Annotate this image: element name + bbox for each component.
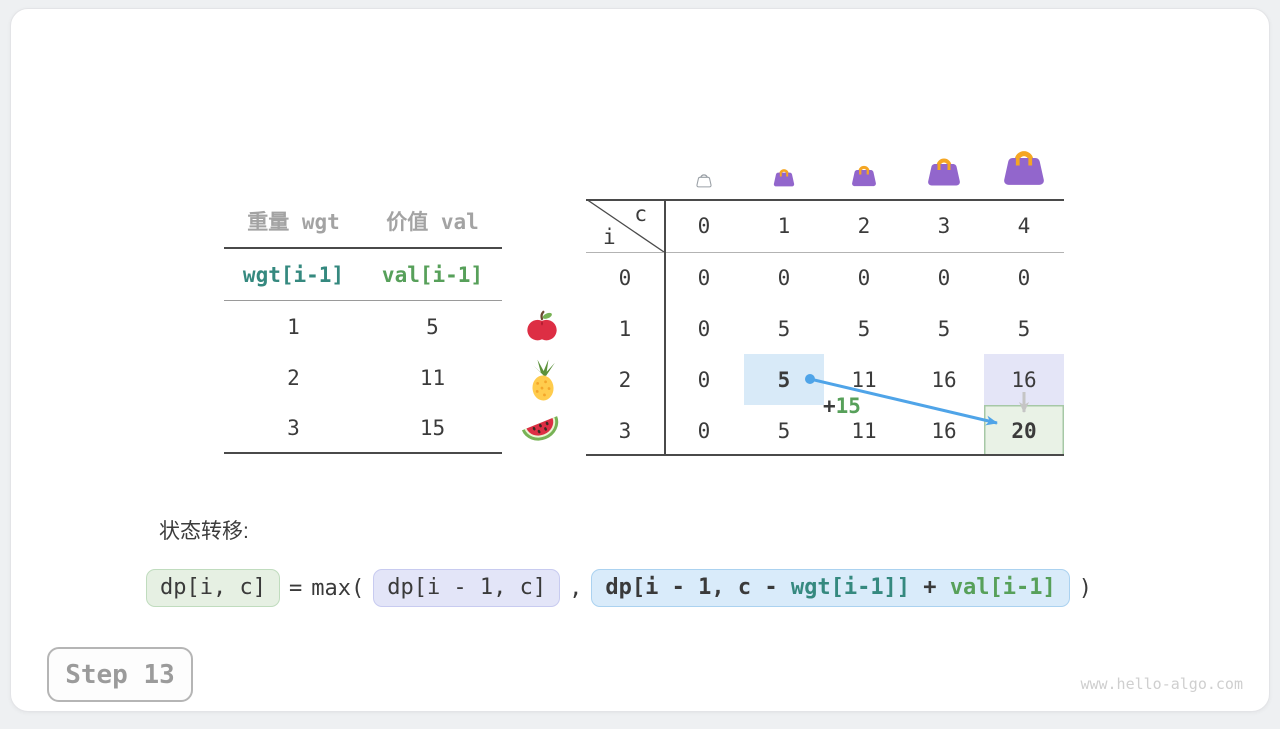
bag-small-icon [773, 169, 795, 187]
dp-cell-3-1: 5 [777, 418, 791, 443]
dp-col-header: 4 [1017, 213, 1031, 238]
max-open-token: max( [311, 575, 365, 601]
comma-token: , [569, 575, 583, 601]
step-badge: Step 13 [47, 647, 193, 702]
dp-col-header: 1 [777, 213, 791, 238]
items-table: 重量 wgt 价值 val wgt[i-1] val[i-1] 1 5 2 11… [224, 195, 502, 454]
item-value: 5 [426, 314, 439, 339]
dp-row-header: 2 [618, 367, 632, 392]
dp-cell-3-4-result-highlight: 20 [984, 405, 1064, 456]
corner-diagonal-line [586, 199, 664, 252]
dp-cell-0-0: 0 [697, 265, 711, 290]
item-row-pineapple: 2 11 [224, 352, 502, 403]
dp-row-header: 3 [618, 418, 632, 443]
dp-cell-1-2: 5 [857, 316, 871, 341]
dp-cell-0-4: 0 [1017, 265, 1031, 290]
item-row-apple: 1 5 [224, 301, 502, 352]
items-table-header-row: 重量 wgt 价值 val [224, 195, 502, 249]
dp-cell-2-3: 16 [931, 367, 957, 392]
take-prefix: dp[i - 1, c - [605, 575, 791, 600]
dp-table-bottom-rule [586, 454, 1064, 456]
dp-col-header: 0 [697, 213, 711, 238]
dp-table: c i 0 1 2 3 4 0 0 0 0 0 0 1 0 5 5 5 5 2 … [586, 199, 1064, 456]
dp-cell-1-1: 5 [777, 316, 791, 341]
formula-lhs-pill: dp[i, c] [146, 569, 280, 607]
dp-cell-1-0: 0 [697, 316, 711, 341]
dp-table-vertical-rule [664, 199, 666, 456]
dp-corner-cell: c i [586, 199, 664, 252]
dp-cell-0-3: 0 [937, 265, 951, 290]
dp-row-header: 0 [618, 265, 632, 290]
dp-cell-1-3: 5 [937, 316, 951, 341]
capacity-variable-label: c [634, 202, 647, 226]
close-paren-token: ) [1078, 575, 1093, 601]
dp-cell-0-2: 0 [857, 265, 871, 290]
bag-large-icon [928, 158, 960, 186]
formula-keep-option-pill: dp[i - 1, c] [373, 569, 561, 607]
added-value: 15 [835, 394, 861, 418]
apple-icon [527, 310, 557, 341]
dp-cell-0-1: 0 [777, 265, 791, 290]
item-row-watermelon: 3 15 [224, 403, 502, 454]
figure-card: 重量 wgt 价值 val wgt[i-1] val[i-1] 1 5 2 11… [10, 8, 1270, 712]
bag-xlarge-icon [1004, 151, 1044, 185]
bag-medium-icon [852, 165, 876, 187]
dp-col-header: 3 [937, 213, 951, 238]
bag-empty-icon [696, 174, 712, 188]
items-table-index-row: wgt[i-1] val[i-1] [224, 249, 502, 301]
take-plus: + [910, 575, 950, 600]
item-weight: 1 [287, 314, 300, 339]
plus-sign: + [823, 394, 836, 418]
watermelon-icon [521, 416, 559, 441]
value-add-annotation: +15 [823, 394, 861, 418]
take-val-term: val[i-1] [949, 575, 1056, 600]
pineapple-icon [532, 359, 555, 401]
dp-cell-3-3: 16 [931, 418, 957, 443]
dp-row-header: 1 [618, 316, 632, 341]
transition-section-label: 状态转移: [159, 520, 249, 543]
val-index-label: val[i-1] [381, 262, 484, 287]
dp-cell-2-1-source-highlight: 5 [744, 354, 824, 405]
equals-sign: = [288, 575, 303, 601]
item-variable-label: i [603, 225, 616, 249]
value-column-header: 价值 val [386, 210, 479, 234]
item-weight: 3 [287, 415, 300, 440]
dp-cell-1-4: 5 [1017, 316, 1031, 341]
dp-table-header-rule [586, 252, 1064, 253]
transition-formula: dp[i, c] = max( dp[i - 1, c] , dp[i - 1,… [146, 569, 1092, 607]
take-wgt-term: wgt[i-1]] [790, 575, 911, 600]
item-weight: 2 [287, 365, 300, 390]
formula-take-option-pill: dp[i - 1, c - wgt[i-1]] + val[i-1] [591, 569, 1070, 607]
dp-table-top-rule [586, 199, 1064, 201]
dp-cell-3-0: 0 [697, 418, 711, 443]
dp-cell-2-0: 0 [697, 367, 711, 392]
dp-col-header: 2 [857, 213, 871, 238]
item-value: 11 [419, 365, 446, 390]
site-watermark: www.hello-algo.com [1080, 675, 1243, 693]
wgt-index-label: wgt[i-1] [242, 262, 345, 287]
dp-cell-2-4-keep-highlight: 16 [984, 354, 1064, 405]
item-value: 15 [419, 415, 446, 440]
weight-column-header: 重量 wgt [247, 210, 340, 234]
